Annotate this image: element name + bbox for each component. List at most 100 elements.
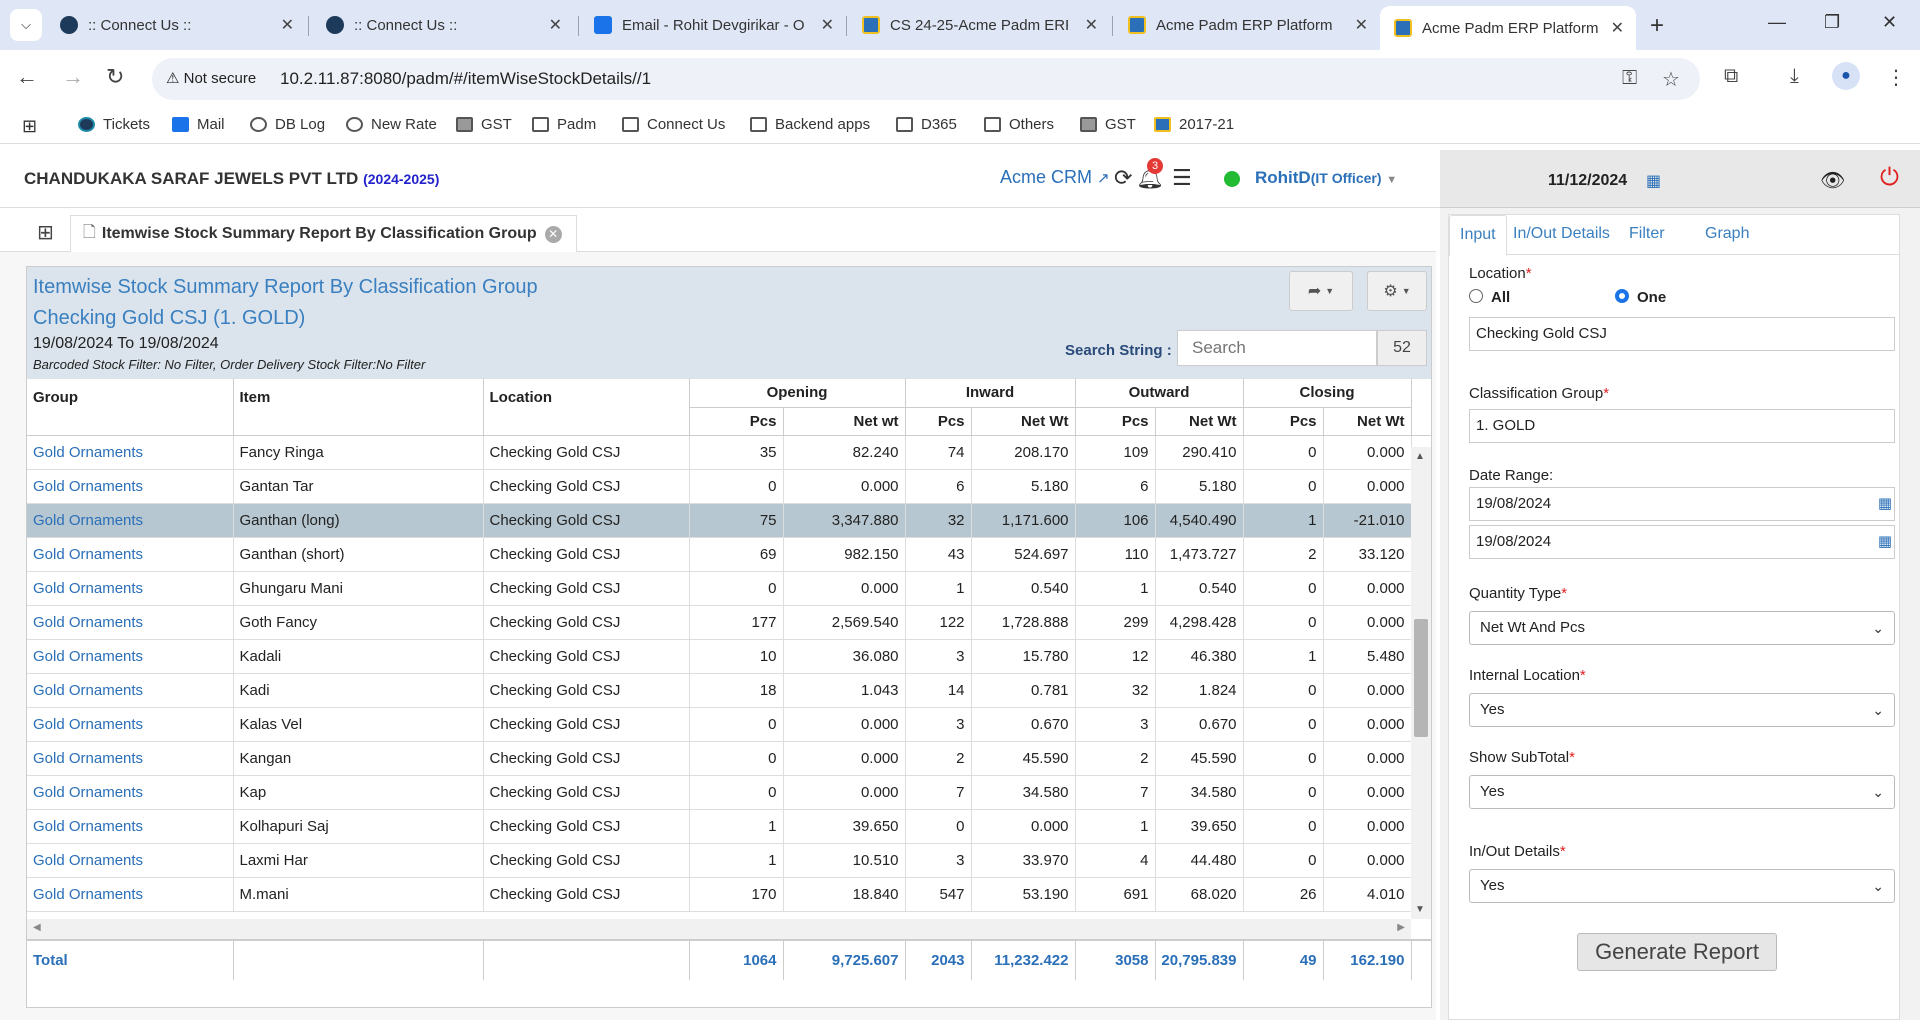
table-row[interactable]: Gold Ornaments M.mani Checking Gold CSJ 170… — [27, 877, 1432, 912]
power-icon[interactable]: ⏻ — [1880, 164, 1899, 191]
close-icon[interactable]: ✕ — [280, 17, 294, 34]
tab-input[interactable]: Input — [1449, 215, 1507, 256]
extensions-icon[interactable]: ⧉ — [1724, 65, 1739, 87]
radio-one[interactable]: One — [1615, 288, 1666, 306]
group-cell[interactable]: Gold Ornaments — [27, 639, 234, 674]
group-cell[interactable]: Gold Ornaments — [27, 469, 234, 504]
star-icon[interactable]: ☆ — [1662, 69, 1680, 91]
column-header-opening-pcs[interactable]: Pcs — [689, 407, 784, 436]
key-icon[interactable]: ⚿ — [1622, 67, 1638, 89]
share-button[interactable]: ➦ ▼ — [1289, 271, 1353, 311]
table-row[interactable]: Gold Ornaments Fancy Ringa Checking Gold C… — [27, 435, 1432, 470]
group-cell[interactable]: Gold Ornaments — [27, 843, 234, 878]
group-cell[interactable]: Gold Ornaments — [27, 571, 234, 606]
window-close-icon[interactable]: ✕ — [1882, 12, 1898, 32]
bookmark[interactable]: GST — [1080, 116, 1136, 133]
scroll-left-icon[interactable]: ◀ — [33, 922, 41, 933]
apps-grid-icon[interactable]: ⊞ — [22, 116, 38, 136]
group-cell[interactable]: Gold Ornaments — [27, 741, 234, 776]
table-row[interactable]: Gold Ornaments Ganthan (long) Checking Gol… — [27, 503, 1432, 538]
column-header-inward-pcs[interactable]: Pcs — [905, 407, 972, 436]
bookmark-folder[interactable]: Connect Us — [622, 116, 725, 133]
eye-slash-icon[interactable]: 👁︎ — [1820, 170, 1846, 192]
group-cell[interactable]: Gold Ornaments — [27, 809, 234, 844]
profile-avatar[interactable]: ● — [1832, 62, 1860, 90]
browser-tab-active[interactable]: Acme Padm ERP Platform ✕ — [1380, 6, 1636, 50]
browser-tab[interactable]: :: Connect Us :: ✕ — [46, 8, 306, 42]
close-icon[interactable]: ✕ — [1084, 17, 1098, 34]
sync-icon[interactable]: ⟳ — [1114, 165, 1133, 190]
tab-graph[interactable]: Graph — [1705, 225, 1750, 242]
bookmark[interactable]: New Rate — [346, 116, 437, 133]
column-header-outward-netwt[interactable]: Net Wt — [1155, 407, 1244, 436]
new-tab-button[interactable]: + — [1650, 12, 1665, 39]
security-indicator[interactable]: ⚠ Not secure — [166, 70, 257, 87]
close-icon[interactable]: ✕ — [1354, 17, 1368, 34]
scroll-thumb[interactable] — [1414, 619, 1428, 737]
crm-link[interactable]: Acme CRM ↗ — [1000, 167, 1110, 187]
browser-tab[interactable]: Email - Rohit Devgirikar - O ✕ — [580, 8, 846, 42]
bookmark[interactable]: DB Log — [250, 116, 325, 133]
generate-report-button[interactable]: Generate Report — [1577, 933, 1777, 971]
classification-field[interactable]: 1. GOLD — [1469, 409, 1895, 443]
group-cell[interactable]: Gold Ornaments — [27, 673, 234, 708]
inout-details-select[interactable]: Yes ⌄ — [1469, 869, 1895, 903]
column-header-outward-pcs[interactable]: Pcs — [1075, 407, 1156, 436]
bookmark[interactable]: GST — [456, 116, 512, 133]
radio-button-off[interactable] — [1469, 288, 1483, 303]
calendar-icon[interactable]: ▦ — [1646, 173, 1662, 190]
calendar-icon[interactable]: ▦ — [1877, 533, 1893, 550]
bookmark-folder[interactable]: Backend apps — [750, 116, 870, 133]
table-row[interactable]: Gold Ornaments Goth Fancy Checking Gold CS… — [27, 605, 1432, 640]
location-field[interactable]: Checking Gold CSJ — [1469, 317, 1895, 351]
group-cell[interactable]: Gold Ornaments — [27, 707, 234, 742]
tab-filter[interactable]: Filter — [1629, 225, 1665, 242]
table-row[interactable]: Gold Ornaments Ghungaru Mani Checking Gold… — [27, 571, 1432, 606]
bookmark-folder[interactable]: Others — [984, 116, 1054, 133]
report-tab[interactable]: 🗋 Itemwise Stock Summary Report By Class… — [70, 215, 577, 252]
close-icon[interactable]: ✕ — [820, 17, 834, 34]
browser-tab[interactable]: Acme Padm ERP Platform ✕ — [1114, 8, 1380, 42]
table-row[interactable]: Gold Ornaments Kolhapuri Saj Checking Gold… — [27, 809, 1432, 844]
group-cell[interactable]: Gold Ornaments — [27, 537, 234, 572]
bookmark-folder[interactable]: D365 — [896, 116, 957, 133]
bookmark[interactable]: 2017-21 — [1154, 116, 1234, 133]
date-from-field[interactable]: 19/08/2024 ▦ — [1469, 487, 1895, 521]
browser-tab[interactable]: CS 24-25-Acme Padm ERP ✕ — [848, 8, 1110, 42]
table-row[interactable]: Gold Ornaments Laxmi Har Checking Gold CSJ… — [27, 843, 1432, 878]
group-cell[interactable]: Gold Ornaments — [27, 503, 234, 538]
column-header-closing-netwt[interactable]: Net Wt — [1323, 407, 1412, 436]
group-cell[interactable]: Gold Ornaments — [27, 775, 234, 810]
table-row[interactable]: Gold Ornaments Kap Checking Gold CSJ 0 0.000… — [27, 775, 1432, 810]
calendar-icon[interactable]: ▦ — [1877, 495, 1893, 512]
table-row[interactable]: Gold Ornaments Kalas Vel Checking Gold CSJ… — [27, 707, 1432, 742]
grid-menu-icon[interactable]: ⊞ — [37, 222, 54, 244]
group-cell[interactable]: Gold Ornaments — [27, 435, 234, 470]
group-cell[interactable]: Gold Ornaments — [27, 877, 234, 912]
restore-icon[interactable]: ❐ — [1824, 12, 1841, 32]
table-row[interactable]: Gold Ornaments Kadi Checking Gold CSJ 18 1.0… — [27, 673, 1432, 708]
quantity-type-select[interactable]: Net Wt And Pcs ⌄ — [1469, 611, 1895, 645]
radio-all[interactable]: All — [1469, 288, 1510, 306]
group-cell[interactable]: Gold Ornaments — [27, 605, 234, 640]
url-text[interactable]: 10.2.11.87:8080/padm/#/itemWiseStockDeta… — [280, 69, 652, 88]
internal-location-select[interactable]: Yes ⌄ — [1469, 693, 1895, 727]
bookmark-folder[interactable]: Padm — [532, 116, 596, 133]
forward-icon[interactable]: → — [62, 64, 84, 89]
horizontal-scrollbar[interactable]: ◀ ▶ — [27, 919, 1411, 939]
tab-inout-details[interactable]: In/Out Details — [1513, 225, 1610, 242]
user-menu[interactable]: RohitD(IT Officer) ▼ — [1255, 168, 1398, 187]
scroll-up-icon[interactable]: ▲ — [1415, 451, 1425, 462]
scroll-right-icon[interactable]: ▶ — [1397, 922, 1405, 933]
search-input[interactable] — [1177, 330, 1377, 366]
close-tab-icon[interactable]: ✕ — [544, 225, 562, 243]
table-row[interactable]: Gold Ornaments Gantan Tar Checking Gold CS… — [27, 469, 1432, 504]
date-to-field[interactable]: 19/08/2024 ▦ — [1469, 525, 1895, 559]
settings-button[interactable]: ⚙ ▼ — [1367, 271, 1427, 311]
table-row[interactable]: Gold Ornaments Kadali Checking Gold CSJ 10 3… — [27, 639, 1432, 674]
minimize-icon[interactable]: — — [1768, 12, 1786, 32]
browser-tab[interactable]: :: Connect Us :: ✕ — [312, 8, 574, 42]
address-bar[interactable]: ⚠ Not secure 10.2.11.87:8080/padm/#/item… — [152, 58, 1700, 100]
list-menu-icon[interactable]: ☰ — [1172, 165, 1192, 190]
menu-icon[interactable]: ⋮ — [1886, 67, 1906, 89]
